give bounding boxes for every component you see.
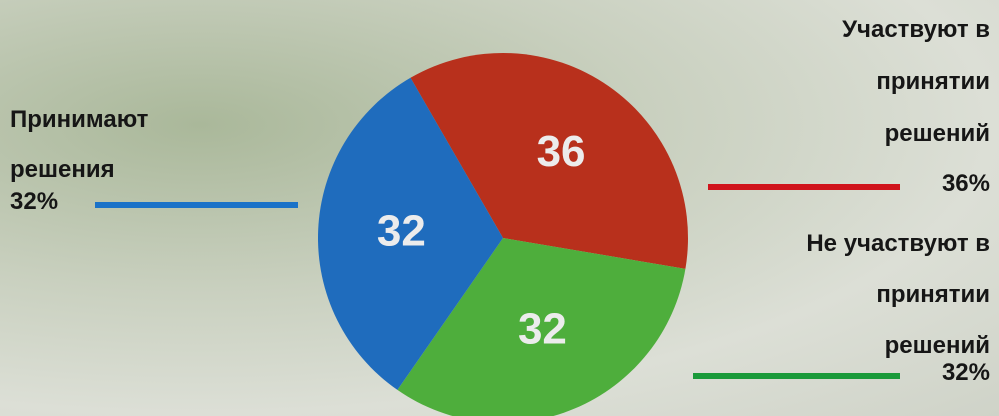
- slice-label: 36: [537, 127, 586, 176]
- category-label: Принимают решения: [10, 95, 148, 195]
- value-label: 36%: [942, 170, 990, 198]
- category-label: Участвуют в принятии решений: [842, 4, 990, 160]
- category-label: Не участвуют в принятии решений: [806, 218, 990, 371]
- value-label: 32%: [10, 188, 58, 216]
- chart: 36 32 32 Участвуют в принятии решений 36% Не…: [0, 0, 999, 416]
- slice-label: 32: [377, 206, 426, 255]
- value-label: 32%: [942, 359, 990, 387]
- slice-label: 32: [518, 304, 567, 353]
